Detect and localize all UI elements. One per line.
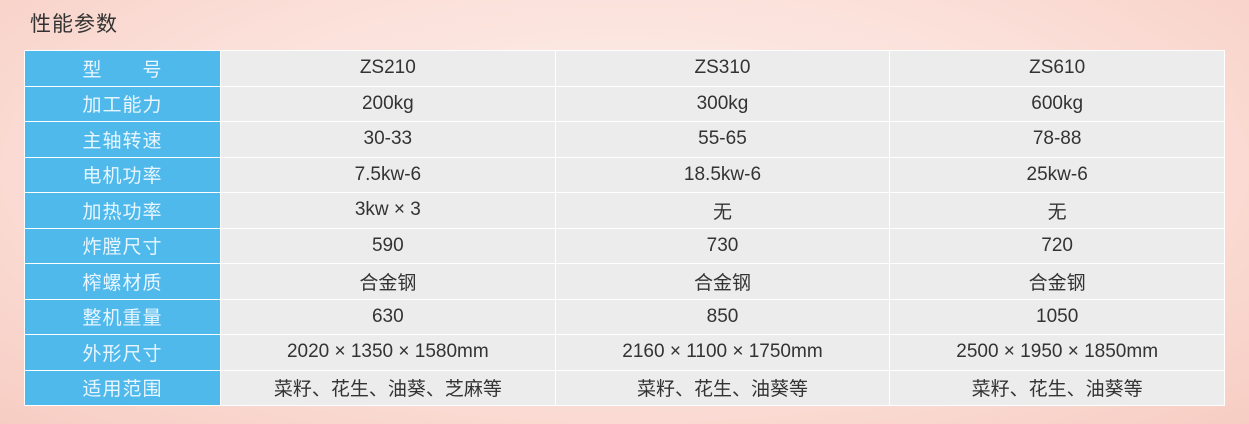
table-cell: 合金钢 [889, 263, 1225, 300]
table-cell: 2500 × 1950 × 1850mm [889, 334, 1225, 371]
table-cell: 720 [889, 227, 1225, 264]
table-cell: ZS610 [889, 50, 1225, 87]
table-cell: 630 [220, 298, 556, 335]
table-row: 电机功率 7.5kw-6 18.5kw-6 25kw-6 [24, 156, 1225, 193]
table-cell: 7.5kw-6 [220, 156, 556, 193]
table-row: 型 号 ZS210 ZS310 ZS610 [24, 50, 1225, 87]
section-title: 性能参数 [30, 12, 118, 36]
spec-table: 型 号 ZS210 ZS310 ZS610 加工能力 200kg 300kg 600kg 主轴转… [24, 50, 1225, 406]
table-cell: 3kw × 3 [220, 192, 556, 229]
table-cell: 菜籽、花生、油葵等 [554, 369, 891, 406]
table-cell: 200kg [220, 85, 556, 122]
table-cell: 30-33 [220, 121, 556, 158]
table-row: 外形尺寸 2020 × 1350 × 1580mm 2160 × 1100 × 17… [24, 334, 1225, 371]
table-cell: 菜籽、花生、油葵等 [889, 369, 1225, 406]
table-cell: 无 [889, 192, 1225, 229]
table-row: 榨螺材质 合金钢 合金钢 合金钢 [24, 263, 1225, 300]
table-cell: ZS210 [220, 50, 556, 87]
table-cell: ZS310 [554, 50, 891, 87]
table-cell: 55-65 [554, 121, 891, 158]
table-cell: 300kg [554, 85, 891, 122]
table-row: 主轴转速 30-33 55-65 78-88 [24, 121, 1225, 158]
table-cell: 合金钢 [220, 263, 556, 300]
row-label: 主轴转速 [24, 121, 221, 158]
row-label: 炸膛尺寸 [24, 227, 221, 264]
table-cell: 850 [554, 298, 891, 335]
table-cell: 1050 [889, 298, 1225, 335]
table-row: 适用范围 菜籽、花生、油葵、芝麻等 菜籽、花生、油葵等 菜籽、花生、油葵等 [24, 369, 1225, 406]
table-row: 炸膛尺寸 590 730 720 [24, 227, 1225, 264]
row-label: 加热功率 [24, 192, 221, 229]
table-row: 整机重量 630 850 1050 [24, 298, 1225, 335]
row-label: 加工能力 [24, 85, 221, 122]
table-cell: 菜籽、花生、油葵、芝麻等 [220, 369, 556, 406]
table-cell: 无 [554, 192, 891, 229]
table-cell: 合金钢 [554, 263, 891, 300]
table-cell: 2160 × 1100 × 1750mm [554, 334, 891, 371]
row-label: 适用范围 [24, 369, 221, 406]
table-row: 加工能力 200kg 300kg 600kg [24, 85, 1225, 122]
row-label: 型 号 [24, 50, 221, 87]
table-cell: 2020 × 1350 × 1580mm [220, 334, 556, 371]
row-label: 外形尺寸 [24, 334, 221, 371]
row-label: 榨螺材质 [24, 263, 221, 300]
row-label: 电机功率 [24, 156, 221, 193]
table-cell: 78-88 [889, 121, 1225, 158]
table-cell: 18.5kw-6 [554, 156, 891, 193]
table-cell: 590 [220, 227, 556, 264]
table-cell: 600kg [889, 85, 1225, 122]
table-cell: 730 [554, 227, 891, 264]
row-label: 整机重量 [24, 298, 221, 335]
table-cell: 25kw-6 [889, 156, 1225, 193]
